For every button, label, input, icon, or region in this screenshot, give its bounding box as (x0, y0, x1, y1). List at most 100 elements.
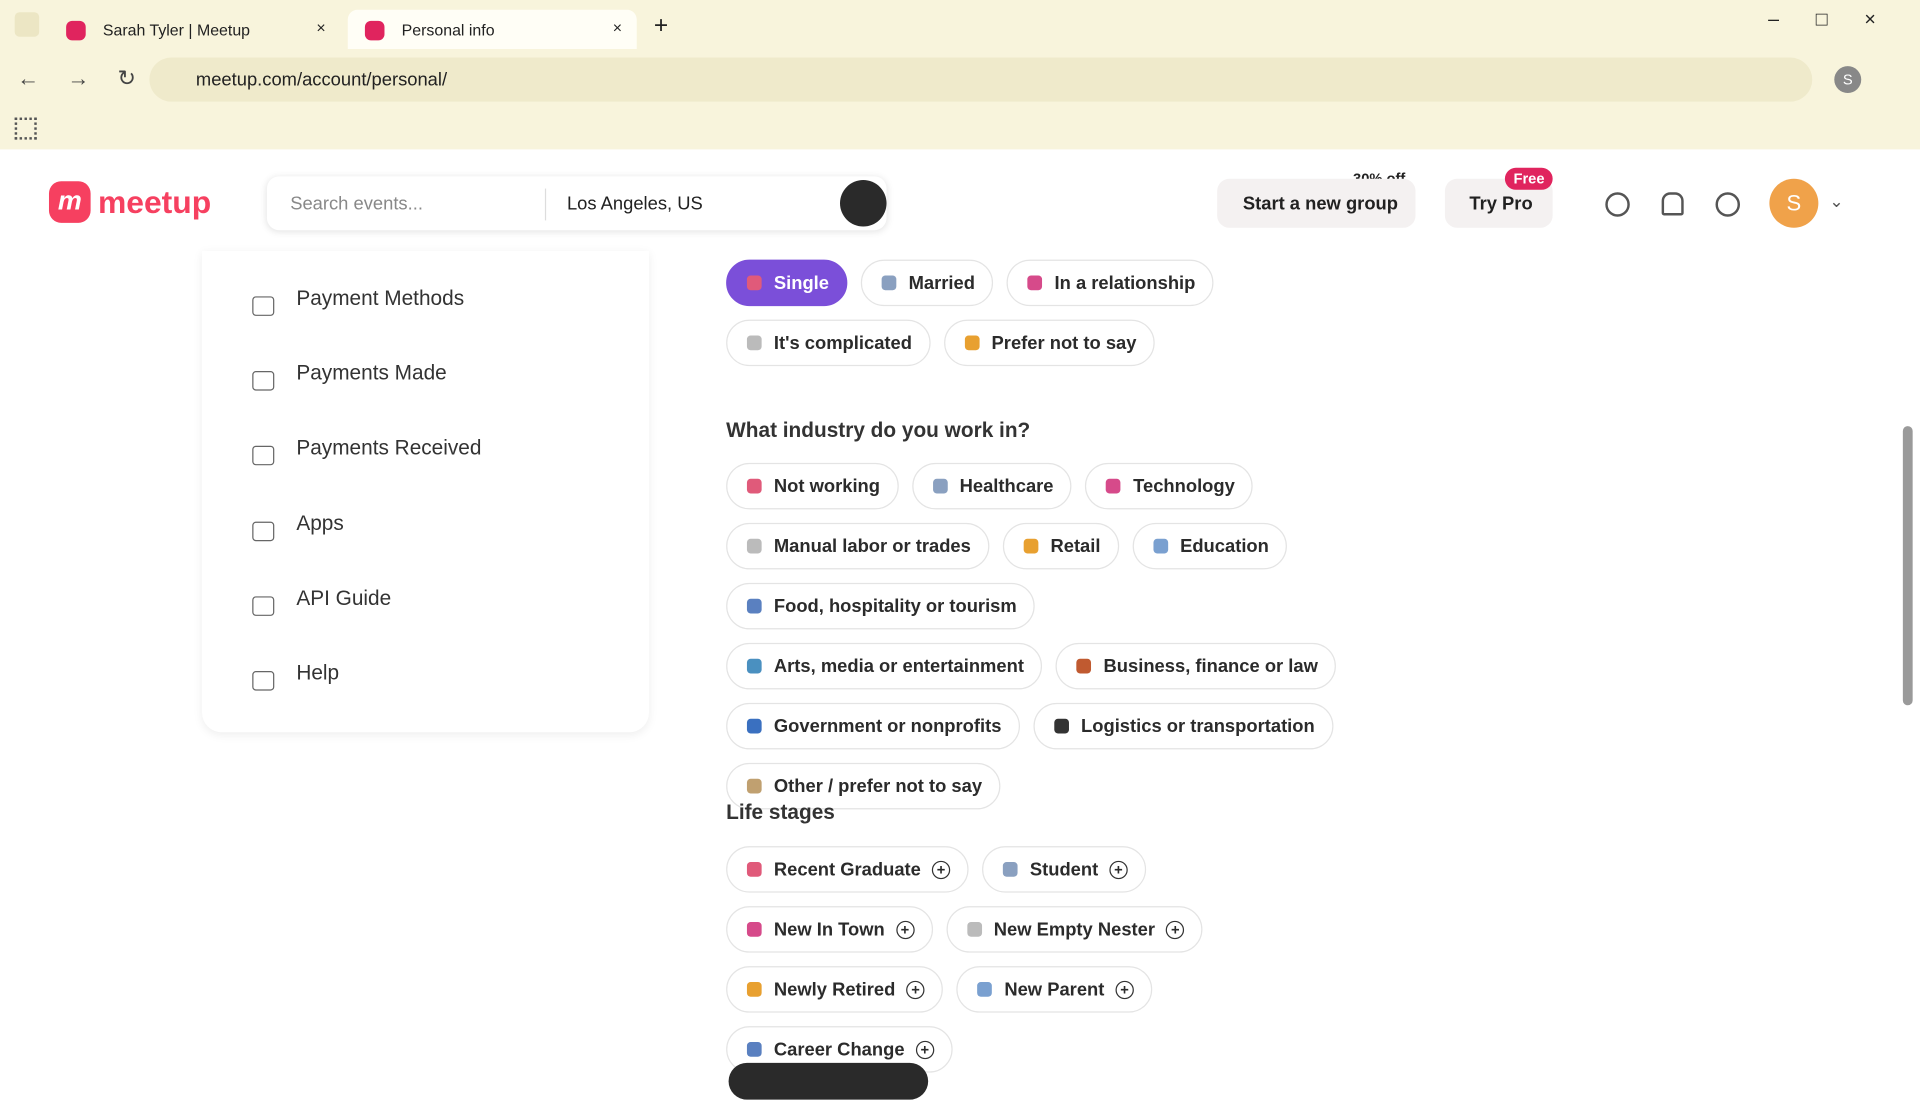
option-chip[interactable]: Manual labor or trades (726, 522, 990, 570)
sidebar-item[interactable]: API Guide (296, 586, 392, 610)
sidebar-item[interactable]: Payments Received (296, 436, 482, 460)
relationship-options: Single Married In a relationship It's compl… (726, 259, 1338, 367)
option-chip[interactable]: Government or nonprofits (726, 702, 1020, 750)
option-chip[interactable]: Healthcare (911, 462, 1072, 510)
option-icon (1027, 275, 1043, 291)
option-chip[interactable]: Recent Graduate + (726, 846, 969, 893)
avatar[interactable]: S (1769, 178, 1819, 228)
tab-active[interactable]: Personal info × (347, 9, 637, 49)
new-tab[interactable]: + (653, 12, 669, 40)
save-button[interactable] (728, 1062, 929, 1100)
option-chip[interactable]: Technology (1085, 462, 1254, 510)
apps-icon[interactable] (14, 117, 37, 140)
option-label: New Empty Nester (993, 918, 1156, 940)
option-icon (881, 275, 897, 291)
question: What industry do you work in? (726, 418, 1031, 443)
option-label: Not working (773, 475, 881, 497)
option-icon (964, 335, 980, 351)
option-icon (1023, 538, 1039, 554)
notifications-icon[interactable] (1661, 192, 1684, 216)
option-chip[interactable]: Food, hospitality or tourism (726, 582, 1036, 630)
industry-options: Not working Healthcare Technology Manual la… (726, 462, 1338, 810)
option-chip[interactable]: Student + (982, 846, 1146, 893)
option-label: Recent Graduate (773, 858, 921, 880)
option-chip[interactable]: Logistics or transportation (1033, 702, 1334, 750)
logo-icon[interactable]: m (48, 181, 91, 223)
option-chip[interactable]: In a relationship (1006, 259, 1214, 307)
option-icon (932, 478, 948, 494)
tab-title: Sarah Tyler | Meetup (102, 20, 251, 39)
search-box[interactable] (266, 176, 887, 231)
option-label: Manual labor or trades (773, 535, 971, 557)
option-chip[interactable]: Not working (726, 462, 899, 510)
profile-icon[interactable]: S (1834, 66, 1862, 94)
option-label: Food, hospitality or tourism (773, 595, 1017, 617)
option-chip[interactable]: It's complicated (726, 319, 931, 367)
option-chip[interactable]: Business, finance or law (1055, 642, 1337, 690)
add-icon[interactable]: + (1166, 920, 1185, 939)
option-icon (977, 982, 993, 997)
sidebar-card (202, 251, 649, 732)
nav-buttons[interactable]: ← → ↻ (17, 66, 137, 91)
option-chip[interactable]: New In Town + (726, 906, 933, 953)
option-chip[interactable]: Prefer not to say (943, 319, 1155, 367)
option-chip[interactable]: Arts, media or entertainment (726, 642, 1043, 690)
tab-title: Personal info (401, 20, 495, 39)
sidebar-item[interactable]: Help (296, 661, 340, 685)
option-chip[interactable]: Single (726, 259, 848, 307)
logo[interactable]: meetup (97, 183, 212, 221)
add-icon[interactable]: + (1115, 980, 1134, 999)
option-chip[interactable]: Education (1132, 522, 1288, 570)
option-icon (746, 1042, 762, 1057)
option-chip[interactable]: New Parent + (956, 966, 1153, 1013)
option-icon (746, 982, 762, 997)
option-icon (1106, 478, 1121, 494)
option-icon (746, 335, 762, 351)
add-icon[interactable]: + (895, 920, 915, 939)
start-group: Start a new group (1242, 193, 1398, 215)
option-icon (1153, 538, 1168, 554)
url: meetup.com/account/personal/ (195, 69, 448, 91)
sidebar-icon (252, 596, 275, 616)
tab-list-button[interactable] (14, 12, 40, 37)
option-icon (746, 658, 762, 674)
add-icon[interactable]: + (906, 980, 925, 999)
location: Los Angeles, US (566, 193, 703, 215)
add-icon[interactable]: + (931, 860, 951, 879)
option-chip[interactable]: Retail (1002, 522, 1119, 570)
add-icon[interactable]: + (915, 1040, 934, 1059)
option-label: Prefer not to say (991, 332, 1137, 354)
avatar-caret[interactable]: ⌄ (1829, 191, 1844, 211)
option-label: Business, finance or law (1103, 655, 1318, 677)
option-icon (746, 478, 762, 494)
start-group-button[interactable] (1217, 178, 1416, 228)
option-label: Education (1180, 535, 1269, 557)
option-icon (746, 598, 762, 614)
option-label: New In Town (773, 918, 885, 940)
add-icon[interactable]: + (1109, 860, 1128, 879)
sidebar-icon (252, 671, 275, 691)
option-chip[interactable]: New Empty Nester + (945, 906, 1203, 953)
life-stage-options: Recent Graduate + Student + New In Town + New … (726, 846, 1344, 1073)
option-label: Married (908, 272, 975, 294)
address-bar[interactable] (149, 57, 1813, 102)
help-icon[interactable] (1715, 192, 1741, 217)
option-label: It's complicated (773, 332, 912, 354)
window-controls[interactable]: –□× (1768, 9, 1913, 31)
tab[interactable]: Sarah Tyler | Meetup × (49, 10, 343, 49)
option-chip[interactable]: Married (860, 259, 994, 307)
option-label: In a relationship (1054, 272, 1196, 294)
option-icon (1002, 862, 1018, 877)
search-button[interactable] (840, 180, 887, 227)
sidebar-item[interactable]: Apps (296, 511, 344, 535)
option-label: Technology (1133, 475, 1235, 497)
sidebar-icon (252, 521, 275, 541)
option-chip[interactable]: Other / prefer not to say (726, 762, 1001, 810)
option-chip[interactable]: Newly Retired + (726, 966, 944, 1013)
sidebar-icon (252, 371, 275, 391)
sidebar-item[interactable]: Payment Methods (296, 286, 465, 310)
section-title: Life stages (726, 800, 835, 825)
sidebar-item[interactable]: Payments Made (296, 361, 447, 385)
messages-icon[interactable] (1605, 192, 1630, 217)
